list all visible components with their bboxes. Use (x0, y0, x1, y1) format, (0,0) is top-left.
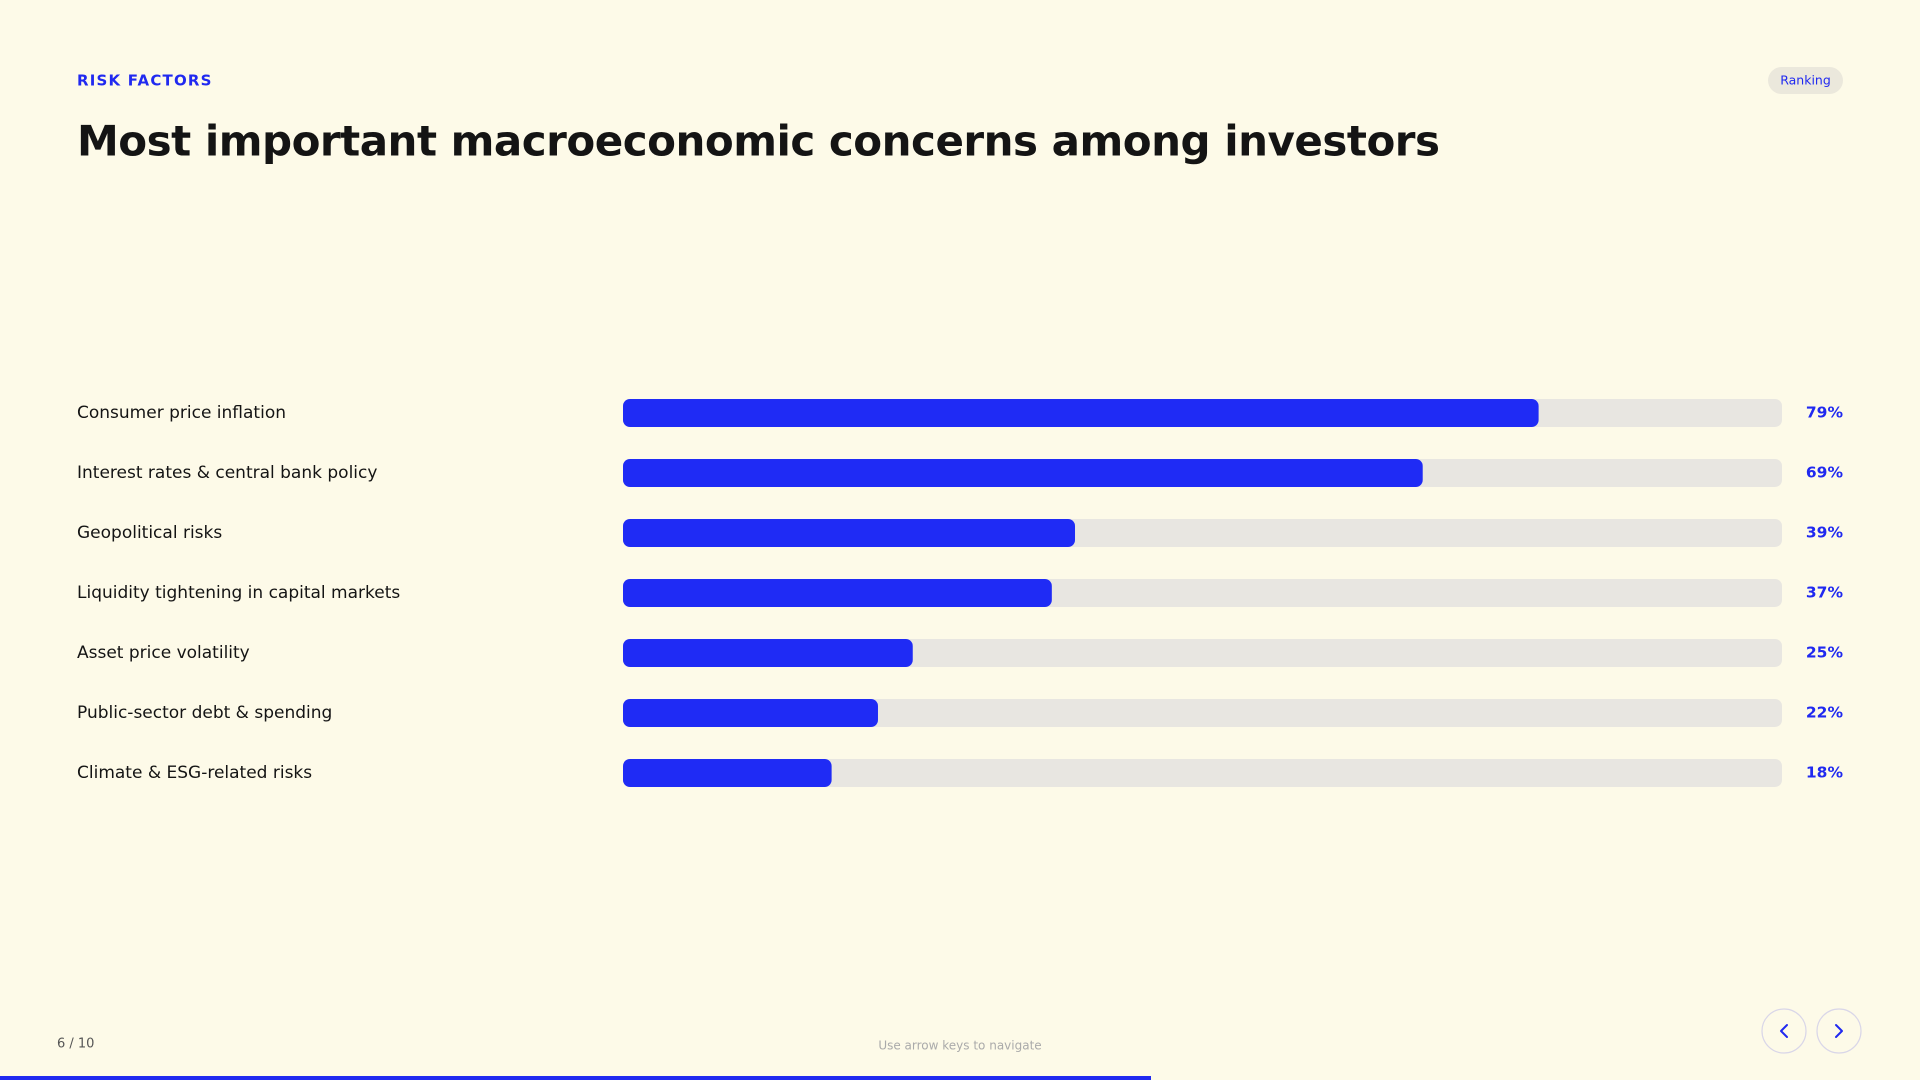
value-label: 37% (1806, 584, 1844, 602)
prev-button-circle[interactable] (1761, 1008, 1807, 1054)
next-button[interactable] (1816, 1008, 1862, 1054)
badge (1768, 67, 1843, 94)
category-label: Interest rates & central bank policy (77, 463, 377, 483)
bar (623, 399, 1539, 427)
bar-track (623, 759, 1782, 787)
bar (623, 699, 878, 727)
category-label: Climate & ESG-related risks (77, 763, 312, 783)
progress-bar (0, 1076, 1151, 1080)
bar (623, 519, 1076, 547)
chart: Consumer price inflation 79% Interest rate… (77, 399, 1843, 787)
badge-text: Ranking (1780, 73, 1831, 88)
value-label: 69% (1806, 464, 1844, 482)
bar (623, 579, 1052, 607)
eyebrow: RISK FACTORS (77, 72, 213, 90)
value-label: 22% (1806, 704, 1844, 722)
value-label: 79% (1806, 404, 1844, 422)
bar (623, 639, 913, 667)
category-label: Asset price volatility (77, 643, 250, 663)
bar (623, 759, 832, 787)
value-label: 25% (1806, 644, 1844, 662)
next-button-circle[interactable] (1816, 1008, 1862, 1054)
chart-title: Most important macroeconomic concerns am… (77, 117, 1440, 166)
value-label: 39% (1806, 524, 1844, 542)
bar (623, 459, 1423, 487)
category-label: Geopolitical risks (77, 523, 222, 543)
category-label: Public-sector debt & spending (77, 703, 332, 723)
value-label: 18% (1806, 764, 1844, 782)
nav-hint: Use arrow keys to navigate (878, 1039, 1041, 1053)
next-icon (1835, 1024, 1843, 1038)
prev-button[interactable] (1761, 1008, 1807, 1054)
prev-icon (1780, 1024, 1788, 1038)
page-indicator: 6 / 10 (57, 1037, 94, 1052)
bar-track (623, 699, 1782, 727)
category-label: Liquidity tightening in capital markets (77, 583, 400, 603)
category-label: Consumer price inflation (77, 403, 286, 423)
